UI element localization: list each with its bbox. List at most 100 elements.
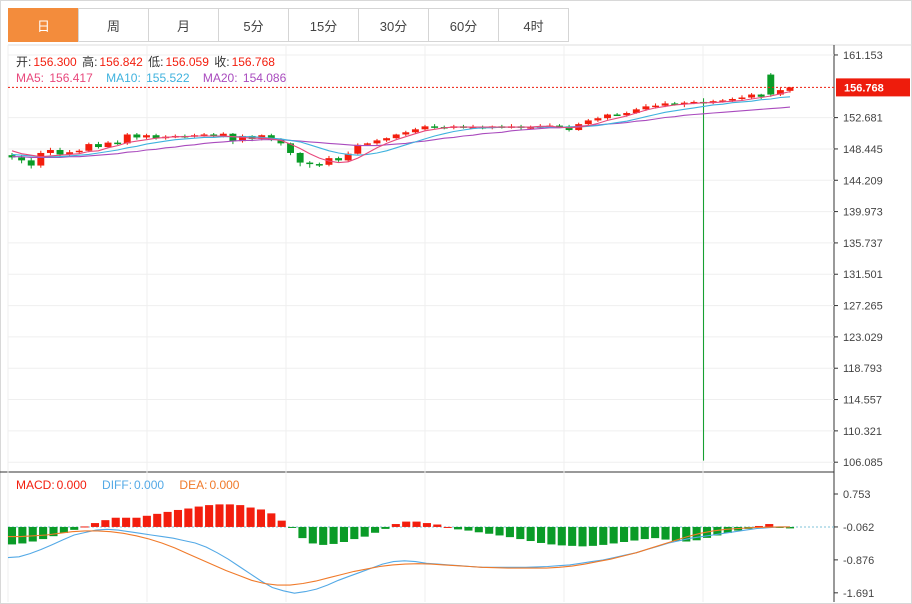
macd-bar: [671, 526, 680, 542]
candle-body: [94, 144, 102, 148]
macd-bar: [101, 520, 110, 527]
macd-bar: [122, 517, 131, 527]
high-label: 高:: [82, 55, 98, 69]
macd-bar: [723, 526, 732, 534]
candle-body: [306, 162, 314, 165]
macd-bar: [443, 526, 452, 528]
candle-body: [421, 126, 429, 130]
price-tick-label: 148.445: [843, 144, 883, 156]
candle-body: [527, 127, 535, 129]
macd-bar: [339, 526, 348, 542]
macd-bar: [578, 526, 587, 547]
tab-30min[interactable]: 30分: [358, 8, 429, 42]
candle-body: [392, 134, 400, 139]
candle-body: [46, 150, 54, 153]
macd-bar: [80, 526, 89, 528]
macd-bar: [536, 526, 546, 543]
macd-bar: [547, 526, 556, 545]
candle-body: [152, 135, 160, 139]
close-value: 156.768: [231, 55, 275, 69]
price-tick-label: 118.793: [843, 363, 882, 375]
candle-body: [75, 150, 83, 153]
macd-bar: [599, 526, 608, 545]
macd-bar: [28, 526, 37, 542]
ma20-label: MA20:: [202, 71, 238, 85]
macd-tick-label: -1.691: [843, 588, 874, 600]
macd-bar: [184, 508, 193, 527]
macd-bar: [319, 526, 328, 545]
macd-bar: [474, 526, 483, 533]
candle-body: [200, 134, 208, 136]
candle-body: [690, 101, 698, 104]
macd-bar: [215, 504, 224, 527]
candle-body: [335, 158, 343, 161]
macd-bar: [381, 526, 390, 529]
macd-bar: [288, 526, 297, 528]
open-value: 156.300: [33, 55, 77, 69]
candle-body: [363, 143, 371, 145]
candle-body: [315, 164, 323, 166]
ma20-value: 154.086: [242, 71, 287, 85]
candle-body: [709, 101, 717, 103]
macd-bar: [194, 506, 203, 527]
dea-value: 0.000: [209, 478, 240, 492]
candle-body: [431, 126, 439, 128]
candle-body: [738, 97, 746, 100]
macd-bar: [205, 505, 214, 527]
candle-body: [66, 152, 74, 155]
diff-label: DIFF:: [102, 478, 133, 492]
candle-body: [229, 133, 237, 142]
candle-body: [652, 105, 659, 108]
macd-bar: [18, 526, 27, 544]
ma5-line: [11, 91, 791, 164]
candle-body: [219, 133, 227, 136]
price-tick-label: 161.153: [843, 50, 883, 62]
macd-bar: [588, 526, 597, 546]
price-tick-label: 123.029: [843, 332, 883, 344]
macd-bar: [568, 526, 577, 546]
macd-bar: [391, 524, 400, 527]
candle-body: [402, 132, 410, 135]
current-price-tag: [836, 78, 910, 97]
candle-body: [18, 157, 26, 161]
macd-bar: [236, 505, 245, 527]
candle-body: [642, 106, 650, 110]
candle-body: [719, 100, 727, 102]
macd-bar: [70, 526, 79, 530]
macd-readout: MACD: 0.000 DIFF: 0.000 DEA: 0.000: [16, 478, 241, 492]
macd-bar: [371, 526, 380, 533]
macd-bar: [692, 526, 701, 541]
tab-month[interactable]: 月: [148, 8, 219, 42]
tab-4hour[interactable]: 4时: [498, 8, 569, 42]
macd-bar: [713, 526, 722, 536]
ma5-value: 156.417: [49, 71, 93, 85]
candle-body: [27, 160, 35, 166]
candle-body: [680, 102, 688, 105]
macd-bar: [485, 526, 494, 534]
current-price-tag-label: 156.768: [844, 82, 884, 94]
macd-bar: [173, 509, 183, 527]
macd-bar: [661, 526, 670, 540]
macd-bar: [785, 526, 795, 529]
period-tabs: 日 周 月 5分 15分 30分 60分 4时: [8, 8, 569, 42]
candle-body: [239, 135, 246, 142]
candle-body: [383, 138, 391, 141]
candle-body: [37, 152, 45, 166]
macd-bar: [557, 526, 566, 546]
candle-body: [776, 90, 784, 95]
candle-body: [248, 135, 256, 139]
candle-body: [728, 98, 736, 101]
candle-body: [786, 87, 794, 91]
tab-week[interactable]: 周: [78, 8, 149, 42]
candle-body: [671, 103, 679, 105]
dea-label: DEA:: [179, 478, 208, 492]
macd-bar: [142, 515, 151, 527]
macd-bar: [682, 526, 691, 542]
tab-day[interactable]: 日: [8, 8, 79, 42]
macd-bar: [609, 526, 618, 544]
price-tick-label: 110.321: [843, 426, 882, 438]
candle-body: [584, 120, 592, 125]
low-value: 156.059: [165, 55, 209, 69]
low-label: 低:: [148, 55, 164, 69]
